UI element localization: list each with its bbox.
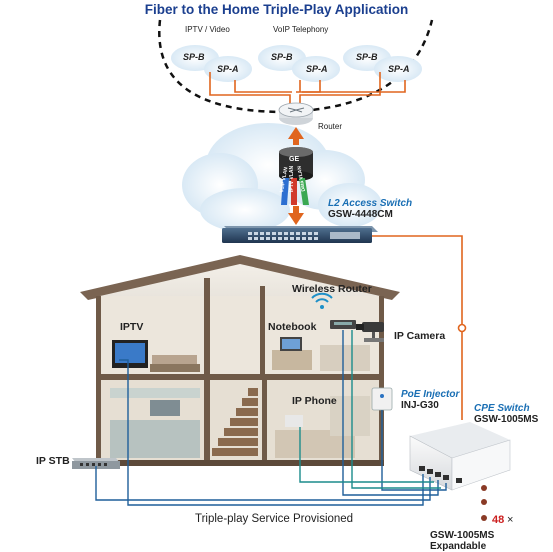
service-label-voip: VoIP Telephony (273, 25, 329, 34)
ip-stb-label: IP STB (36, 455, 70, 467)
expandable-text: GSW-1005MS Expandable (430, 530, 495, 552)
cloud-1-spa: SP-A (217, 64, 239, 74)
expandable-dots (481, 485, 487, 521)
cloud-2-spa: SP-A (306, 64, 328, 74)
wireless-router-icon (311, 292, 356, 329)
cloud-1-spb: SP-B (183, 52, 205, 62)
house (80, 255, 400, 466)
internet-boundary (158, 19, 434, 114)
iptv-label: IPTV (120, 321, 144, 333)
vlan-ribbons (281, 178, 309, 205)
cloud-3-spb: SP-B (356, 52, 378, 62)
l2-switch-model: GSW-4448CM (328, 209, 393, 220)
poe-injector-model: INJ-G30 (401, 400, 439, 411)
lan-cables-teal (299, 330, 441, 489)
cloud-group-3 (343, 45, 422, 82)
footer-caption: Triple-play Service Provisioned (195, 513, 354, 525)
expandable-count: 48 (492, 514, 505, 526)
uplink-arrow (288, 127, 304, 225)
ip-camera-label: IP Camera (394, 330, 446, 342)
poe-injector-icon (371, 387, 393, 411)
ip-phone-icon (285, 415, 303, 427)
ip-stb-icon (72, 458, 120, 469)
stairs (212, 388, 258, 456)
poe-injector-title: PoE Injector (401, 389, 460, 400)
expandable-times: × (507, 514, 514, 526)
service-label-iptv: IPTV / Video (185, 25, 230, 34)
cloud-group-2 (258, 45, 340, 82)
ge-module-label: GE (289, 156, 300, 163)
cloud-3-spa: SP-A (388, 64, 410, 74)
page-title: Fiber to the Home Triple-Play Applicatio… (144, 2, 409, 17)
cpe-switch-title: CPE Switch (474, 403, 530, 414)
wireless-router-label: Wireless Router (292, 283, 372, 295)
vlan-label-iptv: IPTV VLAN (289, 165, 295, 192)
cpe-switch-model: GSW-1005MS (474, 414, 539, 425)
l2-switch-title: L2 Access Switch (328, 198, 413, 209)
cloud-2-spb: SP-B (271, 52, 293, 62)
router-label: Router (318, 122, 343, 131)
notebook-label: Notebook (268, 321, 317, 333)
cpe-switch-icon (409, 422, 511, 491)
l2-switch-icon (222, 226, 378, 243)
fiber-link (372, 235, 467, 420)
cloud-links (209, 72, 406, 108)
ip-camera-icon (356, 322, 384, 342)
router-icon (278, 102, 314, 125)
ip-phone-label: IP Phone (292, 395, 337, 407)
cloud-group-1 (171, 45, 252, 82)
